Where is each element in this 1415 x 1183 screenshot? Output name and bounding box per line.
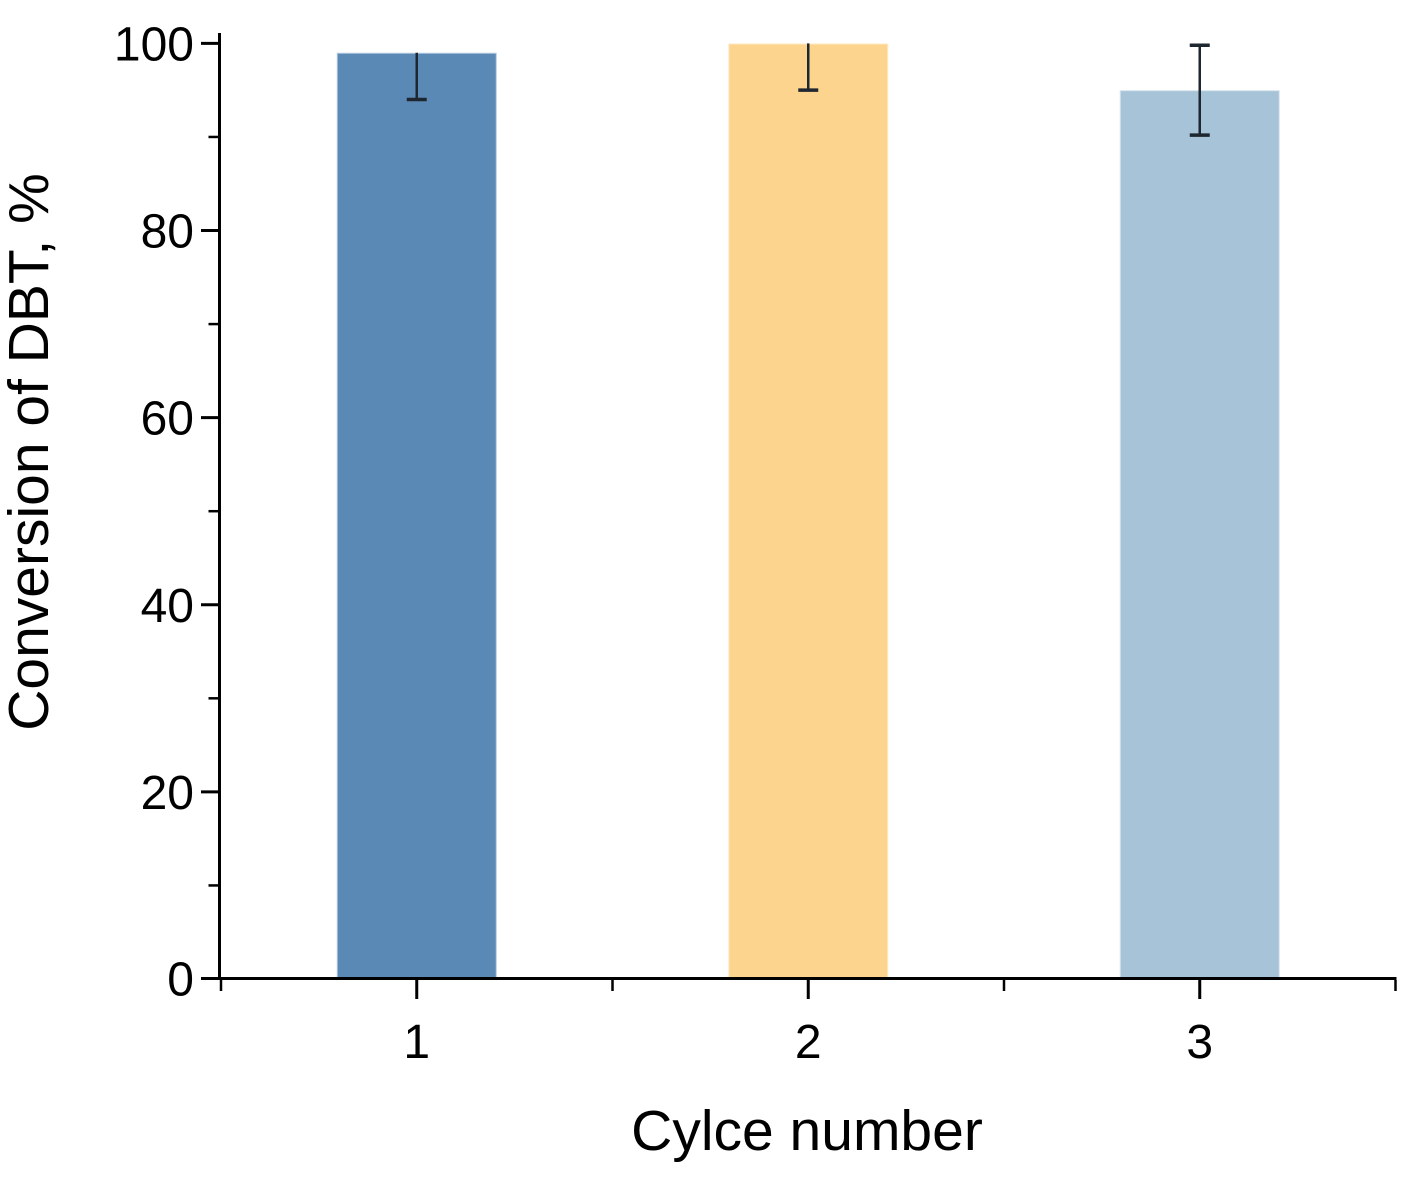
x-tick-label-2: 2 [795, 1016, 822, 1069]
y-tick-label-0: 0 [167, 954, 194, 1007]
y-tick-label-40: 40 [141, 580, 194, 633]
bar-cycle-3 [1118, 89, 1281, 982]
y-axis-label: Conversion of DBT, % [0, 173, 61, 731]
y-tick-label-20: 20 [141, 767, 194, 820]
x-tick-label-3: 3 [1186, 1016, 1213, 1069]
x-tick-label-1: 1 [403, 1016, 430, 1069]
y-tick-label-60: 60 [141, 393, 194, 446]
y-tick-label-80: 80 [141, 206, 194, 259]
y-tick-label-100: 100 [114, 18, 194, 71]
plot-layer: 0 20 40 60 80 100 1 2 3 [114, 18, 1397, 1069]
bar-cycle-1 [335, 51, 498, 982]
bar-cycle-2 [727, 42, 890, 981]
x-axis-label: Cylce number [631, 1099, 983, 1163]
